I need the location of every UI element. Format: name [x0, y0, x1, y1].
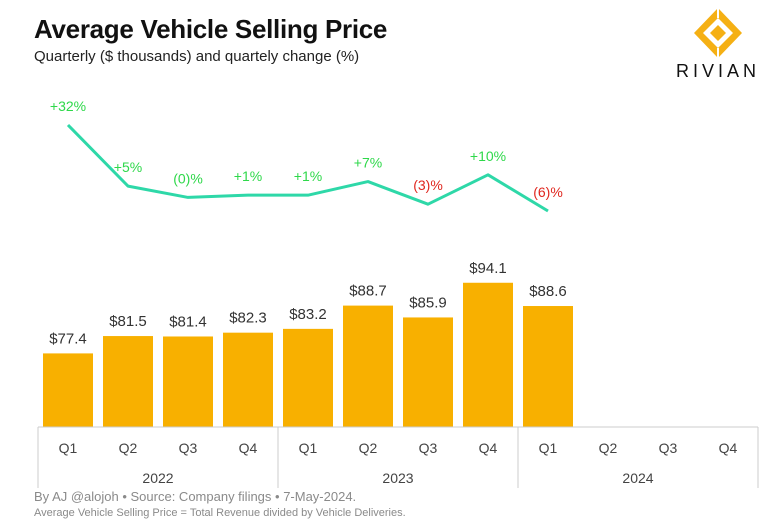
bar-value-label: $83.2 [289, 306, 327, 323]
change-label: +1% [294, 168, 322, 184]
rivian-diamond-icon [694, 8, 742, 58]
rivian-logo: RIVIAN [668, 6, 768, 82]
year-label: 2022 [142, 470, 173, 486]
change-label: +10% [470, 148, 506, 164]
bar [403, 317, 453, 427]
definition-note: Average Vehicle Selling Price = Total Re… [34, 507, 406, 519]
change-label: +7% [354, 155, 382, 171]
logo-wordmark: RIVIAN [675, 61, 760, 81]
x-tick-label: Q2 [359, 440, 378, 456]
bar-value-label: $82.3 [229, 310, 267, 327]
x-tick-label: Q4 [479, 440, 498, 456]
bar-value-label: $88.7 [349, 283, 387, 300]
bar [523, 306, 573, 427]
bar [103, 336, 153, 427]
x-tick-label: Q3 [659, 440, 678, 456]
x-tick-label: Q1 [299, 440, 318, 456]
bar [223, 332, 273, 427]
x-tick-label: Q1 [59, 440, 78, 456]
bar [463, 282, 513, 427]
chart-subtitle: Quarterly ($ thousands) and quartely cha… [34, 48, 360, 65]
change-label: (0)% [173, 170, 203, 186]
change-label: +32% [50, 98, 86, 114]
bar [163, 336, 213, 427]
bar-value-label: $88.6 [529, 283, 567, 300]
bar-value-label: $81.5 [109, 313, 147, 330]
x-tick-label: Q2 [119, 440, 138, 456]
change-label: (6)% [533, 184, 563, 200]
bar-value-label: $85.9 [409, 294, 447, 311]
year-label: 2023 [382, 470, 413, 486]
x-tick-label: Q4 [239, 440, 258, 456]
change-label: (3)% [413, 177, 443, 193]
bar-value-label: $81.4 [169, 313, 207, 330]
bar [343, 305, 393, 427]
year-label: 2024 [622, 470, 653, 486]
x-tick-label: Q2 [599, 440, 618, 456]
change-label: +5% [114, 159, 142, 175]
x-tick-label: Q1 [539, 440, 558, 456]
bar-value-label: $77.4 [49, 330, 87, 347]
x-tick-label: Q3 [179, 440, 198, 456]
x-tick-label: Q3 [419, 440, 438, 456]
chart-title: Average Vehicle Selling Price [34, 14, 388, 44]
x-tick-label: Q4 [719, 440, 738, 456]
source-note: By AJ @alojoh • Source: Company filings … [34, 489, 357, 504]
bar-value-label: $94.1 [469, 260, 507, 277]
bar [43, 353, 93, 427]
change-label: +1% [234, 168, 262, 184]
change-line [66, 123, 549, 213]
bar [283, 328, 333, 427]
